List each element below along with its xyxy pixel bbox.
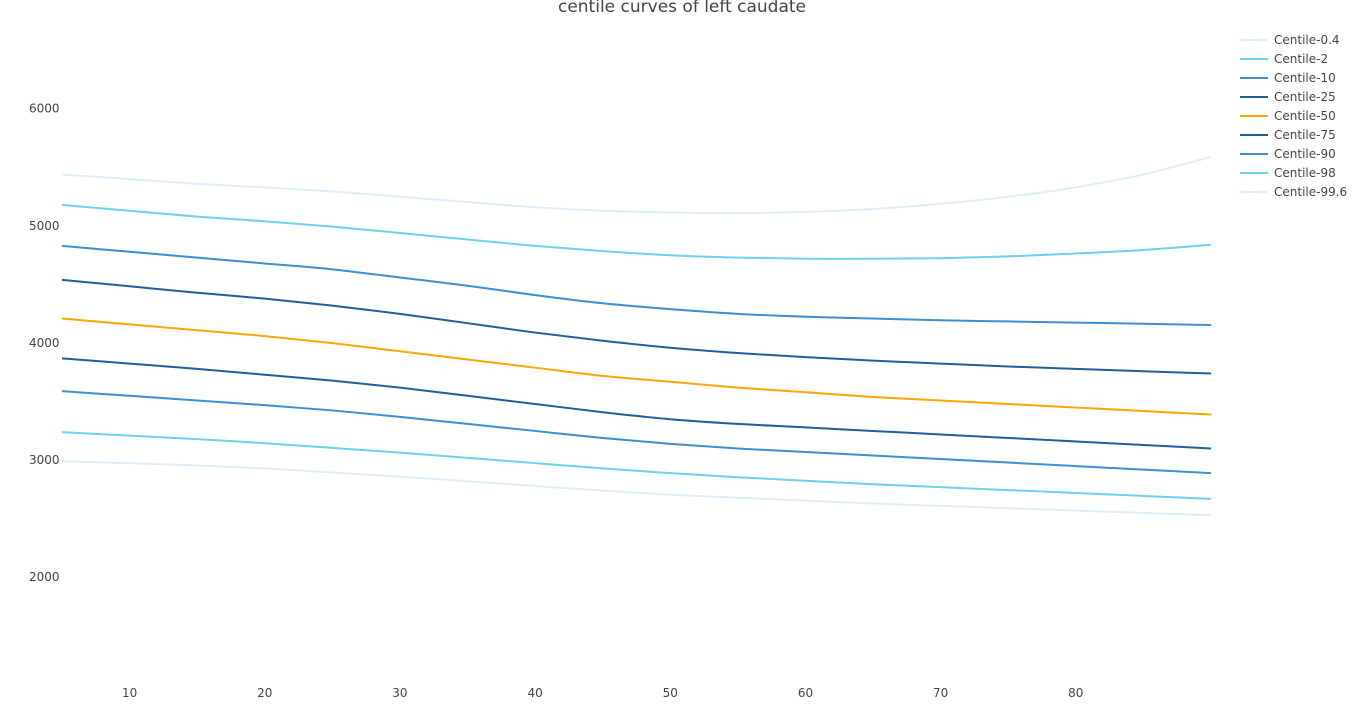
y-tick-label: 6000: [29, 102, 60, 116]
y-tick-label: 4000: [29, 336, 60, 350]
legend-item-centile-50[interactable]: Centile-50: [1240, 109, 1336, 123]
y-tick-label: 2000: [29, 570, 60, 584]
plot-area: [61, 155, 1212, 517]
legend-item-centile-0.4[interactable]: Centile-0.4: [1240, 33, 1340, 47]
x-tick-label: 40: [527, 686, 542, 700]
series-line-centile-98: [61, 203, 1212, 260]
legend-label: Centile-25: [1274, 90, 1336, 104]
x-tick-label: 70: [933, 686, 948, 700]
y-tick-label: 5000: [29, 219, 60, 233]
y-tick-label: 3000: [29, 453, 60, 467]
x-tick-label: 50: [663, 686, 678, 700]
series-line-centile-10: [61, 390, 1212, 475]
y-axis-ticks: 2000 3000 4000 5000 6000: [29, 102, 60, 584]
x-axis-ticks: 10 20 30 40 50 60 70 80: [122, 686, 1084, 700]
legend-label: Centile-90: [1274, 147, 1336, 161]
x-tick-label: 10: [122, 686, 137, 700]
legend-item-centile-10[interactable]: Centile-10: [1240, 71, 1336, 85]
series-line-centile-99.6: [61, 155, 1212, 215]
x-tick-label: 80: [1068, 686, 1083, 700]
legend-label: Centile-0.4: [1274, 33, 1340, 47]
x-tick-label: 30: [392, 686, 407, 700]
legend-item-centile-98[interactable]: Centile-98: [1240, 166, 1336, 180]
legend-item-centile-2[interactable]: Centile-2: [1240, 52, 1328, 66]
series-line-centile-0.4: [61, 460, 1212, 517]
x-tick-label: 20: [257, 686, 272, 700]
legend-label: Centile-50: [1274, 109, 1336, 123]
series-line-centile-25: [61, 357, 1212, 450]
legend-item-centile-90[interactable]: Centile-90: [1240, 147, 1336, 161]
legend-label: Centile-75: [1274, 128, 1336, 142]
legend[interactable]: Centile-0.4 Centile-2 Centile-10 Centile-25…: [1240, 33, 1347, 199]
legend-label: Centile-98: [1274, 166, 1336, 180]
legend-label: Centile-10: [1274, 71, 1336, 85]
series-line-centile-90: [61, 244, 1212, 326]
legend-label: Centile-2: [1274, 52, 1328, 66]
series-line-centile-50: [61, 317, 1212, 416]
legend-item-centile-75[interactable]: Centile-75: [1240, 128, 1336, 142]
legend-label: Centile-99.6: [1274, 185, 1347, 199]
legend-item-centile-99.6[interactable]: Centile-99.6: [1240, 185, 1347, 199]
legend-item-centile-25[interactable]: Centile-25: [1240, 90, 1336, 104]
x-tick-label: 60: [798, 686, 813, 700]
series-line-centile-75: [61, 278, 1212, 375]
chart-title: centile curves of left caudate: [557, 0, 807, 17]
series-line-centile-2: [61, 431, 1212, 500]
